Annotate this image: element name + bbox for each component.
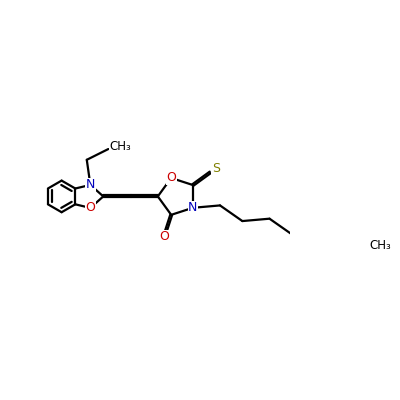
Text: CH₃: CH₃: [370, 239, 392, 252]
Text: N: N: [86, 178, 95, 192]
Text: O: O: [166, 172, 176, 184]
Text: O: O: [86, 202, 95, 214]
Text: N: N: [188, 201, 198, 214]
Text: S: S: [212, 162, 220, 175]
Text: CH₃: CH₃: [110, 140, 131, 153]
Text: O: O: [159, 230, 169, 243]
